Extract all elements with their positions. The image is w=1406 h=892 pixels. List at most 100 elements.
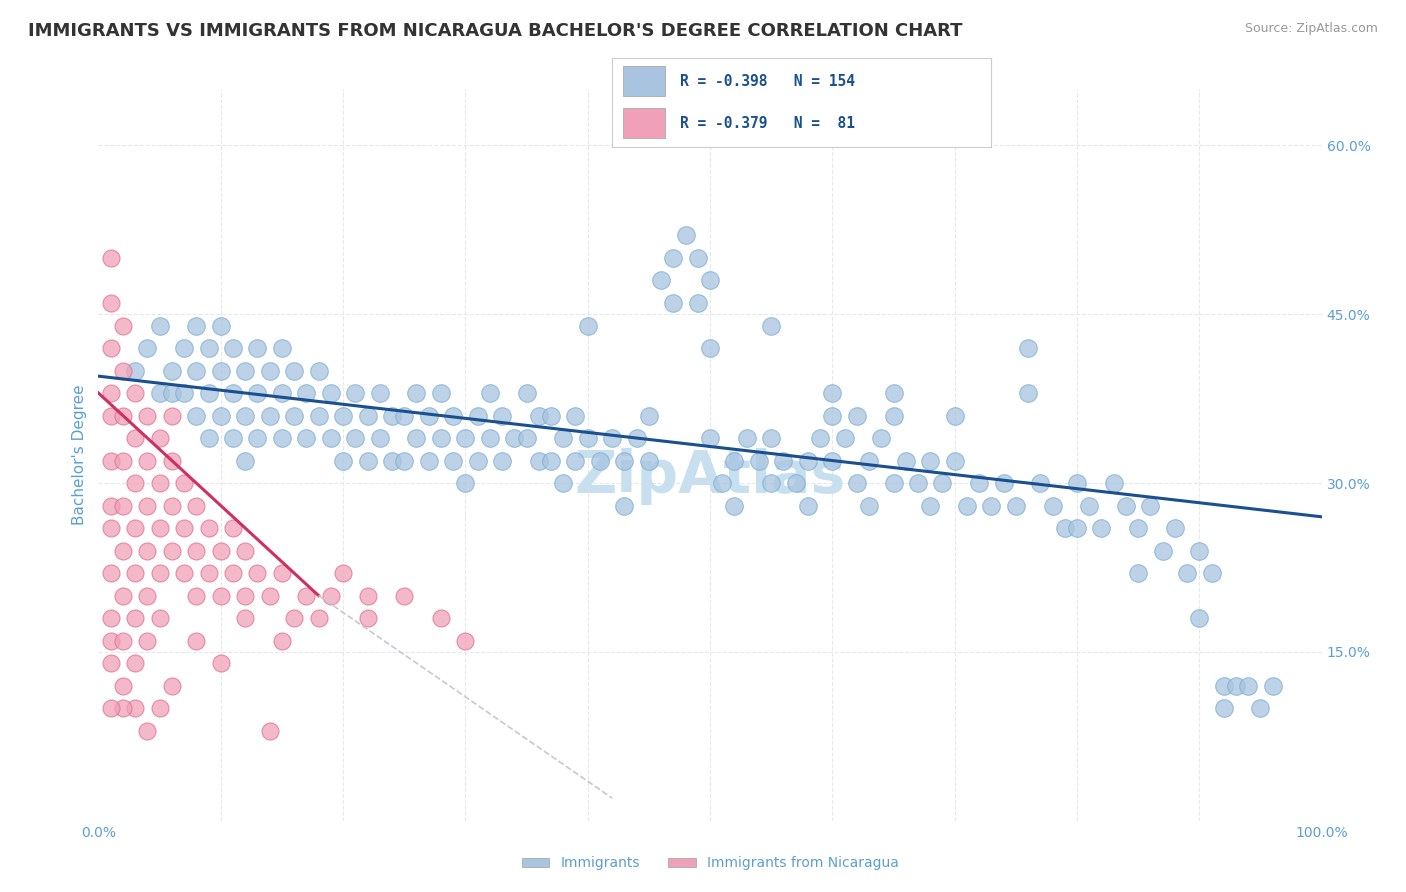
- Point: [173, 386, 195, 401]
- Point: [638, 409, 661, 423]
- Point: [283, 611, 305, 625]
- Point: [197, 386, 219, 401]
- Point: [1237, 679, 1260, 693]
- Point: [699, 341, 721, 355]
- Point: [821, 409, 844, 423]
- Point: [259, 723, 281, 738]
- Point: [246, 566, 269, 580]
- Point: [564, 409, 586, 423]
- Point: [540, 453, 562, 467]
- Point: [160, 363, 183, 377]
- Point: [149, 566, 172, 580]
- Point: [491, 409, 513, 423]
- Point: [246, 386, 269, 401]
- Point: [392, 453, 416, 467]
- Point: [160, 543, 183, 558]
- Point: [283, 363, 305, 377]
- Point: [233, 409, 256, 423]
- Point: [1017, 341, 1039, 355]
- Point: [100, 611, 122, 625]
- Point: [785, 476, 807, 491]
- Point: [233, 589, 256, 603]
- Point: [723, 453, 745, 467]
- Point: [295, 386, 318, 401]
- Point: [1188, 611, 1211, 625]
- Point: [259, 589, 281, 603]
- Point: [454, 431, 477, 445]
- Point: [920, 453, 942, 467]
- Point: [686, 251, 709, 265]
- Point: [100, 499, 122, 513]
- Point: [1128, 566, 1150, 580]
- Point: [600, 431, 623, 445]
- Point: [1017, 386, 1039, 401]
- Point: [761, 318, 783, 333]
- Point: [748, 453, 770, 467]
- Point: [405, 386, 427, 401]
- Point: [283, 409, 305, 423]
- Point: [222, 341, 245, 355]
- Point: [356, 409, 378, 423]
- Point: [613, 499, 636, 513]
- Point: [209, 409, 232, 423]
- Point: [626, 431, 648, 445]
- Point: [186, 318, 208, 333]
- Point: [1152, 543, 1174, 558]
- Point: [197, 431, 219, 445]
- Point: [233, 453, 256, 467]
- Point: [845, 409, 868, 423]
- Point: [454, 633, 477, 648]
- Point: [467, 453, 489, 467]
- Point: [478, 386, 501, 401]
- Point: [478, 431, 501, 445]
- Point: [319, 386, 342, 401]
- Point: [515, 386, 537, 401]
- Point: [821, 386, 844, 401]
- Point: [797, 499, 820, 513]
- Point: [699, 273, 721, 287]
- Point: [319, 431, 342, 445]
- Point: [1212, 679, 1234, 693]
- Point: [1139, 499, 1161, 513]
- Point: [797, 453, 820, 467]
- Point: [160, 679, 183, 693]
- Point: [454, 476, 477, 491]
- Point: [662, 251, 685, 265]
- Point: [883, 386, 905, 401]
- Point: [1102, 476, 1125, 491]
- Point: [111, 679, 134, 693]
- Point: [111, 701, 134, 715]
- Point: [173, 521, 195, 535]
- Point: [1164, 521, 1187, 535]
- Point: [149, 611, 172, 625]
- Point: [246, 341, 269, 355]
- Point: [111, 453, 134, 467]
- Point: [270, 341, 294, 355]
- Point: [124, 386, 146, 401]
- Point: [1188, 543, 1211, 558]
- Point: [883, 409, 905, 423]
- Point: [222, 566, 245, 580]
- Point: [124, 521, 146, 535]
- Point: [186, 543, 208, 558]
- Point: [149, 701, 172, 715]
- Point: [173, 341, 195, 355]
- Point: [111, 543, 134, 558]
- Point: [209, 656, 232, 670]
- Point: [149, 476, 172, 491]
- Point: [1066, 476, 1088, 491]
- Point: [136, 589, 159, 603]
- Point: [270, 431, 294, 445]
- Point: [638, 453, 661, 467]
- Point: [576, 431, 599, 445]
- Point: [515, 431, 537, 445]
- Point: [392, 589, 416, 603]
- Point: [675, 228, 697, 243]
- Point: [295, 589, 318, 603]
- Point: [1249, 701, 1271, 715]
- Text: IMMIGRANTS VS IMMIGRANTS FROM NICARAGUA BACHELOR'S DEGREE CORRELATION CHART: IMMIGRANTS VS IMMIGRANTS FROM NICARAGUA …: [28, 22, 963, 40]
- Point: [943, 453, 966, 467]
- Point: [197, 341, 219, 355]
- Point: [124, 476, 146, 491]
- Point: [186, 633, 208, 648]
